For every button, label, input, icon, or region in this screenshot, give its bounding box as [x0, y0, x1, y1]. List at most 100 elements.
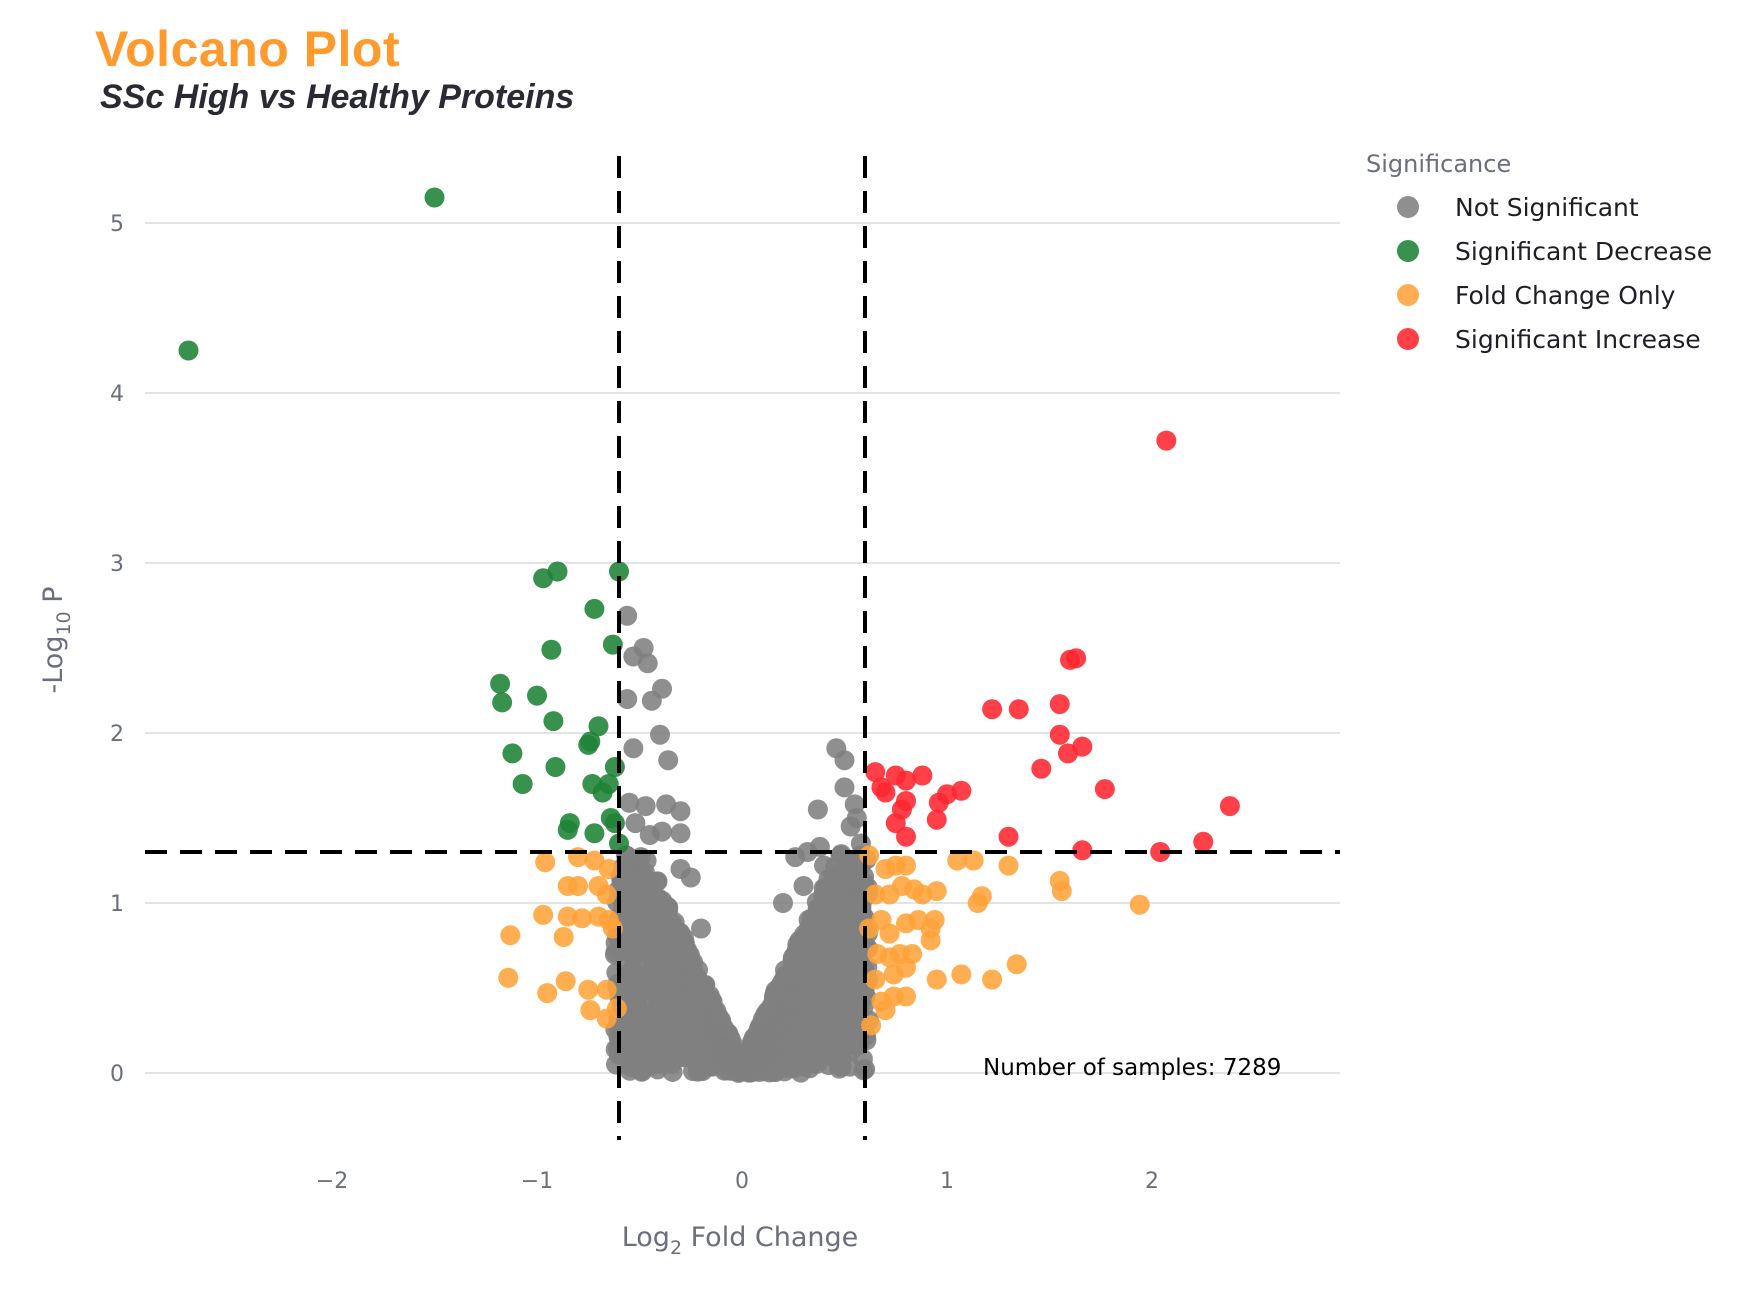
point-significant-decrease: [502, 743, 523, 764]
point-significant-increase: [982, 699, 1003, 720]
point-not-significant: [641, 1000, 662, 1021]
chart-title: Volcano Plot: [95, 21, 401, 77]
point-significant-decrease: [588, 716, 609, 737]
point-significant-increase: [1008, 699, 1029, 720]
point-fold-change-only: [498, 967, 519, 988]
data-points: [178, 187, 1240, 1083]
point-significant-decrease: [580, 731, 601, 752]
point-not-significant: [844, 1018, 865, 1039]
point-not-significant: [650, 724, 670, 745]
point-significant-increase: [1049, 694, 1070, 715]
point-not-significant: [755, 1007, 776, 1028]
point-not-significant: [623, 738, 644, 759]
point-not-significant: [822, 1032, 843, 1053]
point-fold-change-only: [879, 923, 900, 944]
point-not-significant: [666, 968, 687, 989]
legend-marker-fold-change-only: [1397, 284, 1419, 306]
point-fold-change-only: [533, 904, 554, 925]
point-significant-decrease: [178, 340, 199, 361]
point-fold-change-only: [1051, 881, 1072, 902]
point-not-significant: [774, 1048, 795, 1069]
point-significant-increase: [1193, 831, 1214, 852]
point-not-significant: [670, 823, 691, 844]
point-significant-decrease: [584, 823, 605, 844]
point-fold-change-only: [606, 998, 627, 1019]
point-significant-decrease: [604, 757, 625, 777]
point-not-significant: [646, 871, 667, 892]
x-tick-label: 1: [940, 1169, 954, 1194]
point-significant-increase: [875, 782, 896, 803]
point-fold-change-only: [920, 930, 941, 951]
point-not-significant: [633, 936, 654, 957]
point-fold-change-only: [598, 859, 619, 879]
x-tick-label: −2: [316, 1169, 348, 1194]
point-not-significant: [773, 893, 793, 913]
point-not-significant: [670, 859, 691, 879]
point-fold-change-only: [947, 850, 968, 871]
point-fold-change-only: [500, 925, 521, 946]
x-tick-label: 0: [735, 1169, 749, 1194]
point-not-significant: [638, 1032, 659, 1053]
point-not-significant: [826, 986, 847, 1007]
point-not-significant: [652, 821, 673, 842]
point-significant-increase: [951, 780, 972, 801]
point-significant-decrease: [592, 782, 613, 803]
legend-marker-not-significant: [1397, 196, 1419, 218]
y-tick-label: 1: [110, 892, 124, 917]
point-fold-change-only: [596, 884, 617, 905]
legend-marker-significant-increase: [1397, 328, 1419, 350]
point-not-significant: [625, 897, 646, 918]
point-significant-decrease: [543, 711, 564, 732]
point-significant-decrease: [557, 819, 578, 840]
point-significant-decrease: [490, 673, 511, 694]
point-fold-change-only: [555, 971, 576, 992]
point-significant-increase: [1072, 840, 1093, 861]
point-not-significant: [620, 962, 641, 983]
point-significant-increase: [1049, 724, 1070, 745]
point-not-significant: [604, 944, 625, 965]
point-not-significant: [664, 935, 685, 956]
sample-count-annotation: Number of samples: 7289: [983, 1055, 1281, 1081]
point-not-significant: [655, 907, 676, 928]
point-not-significant: [729, 1056, 750, 1077]
point-fold-change-only: [580, 1000, 601, 1021]
x-axis-label: Log2 Fold Change: [622, 1222, 859, 1259]
point-not-significant: [696, 1017, 717, 1038]
point-not-significant: [658, 750, 679, 771]
point-fold-change-only: [596, 979, 617, 1000]
point-not-significant: [720, 1029, 741, 1050]
point-not-significant: [637, 915, 658, 936]
point-fold-change-only: [859, 845, 880, 866]
point-significant-decrease: [512, 774, 533, 794]
point-fold-change-only: [568, 876, 588, 896]
point-fold-change-only: [924, 910, 945, 930]
point-fold-change-only: [861, 1015, 882, 1036]
point-not-significant: [803, 997, 824, 1018]
point-significant-increase: [1060, 649, 1080, 670]
point-not-significant: [617, 605, 638, 626]
point-fold-change-only: [537, 983, 558, 1004]
point-fold-change-only: [1129, 894, 1150, 915]
point-not-significant: [807, 799, 828, 820]
point-not-significant: [630, 869, 651, 890]
y-axis-ticks: 0 1 2 3 4 5: [110, 212, 124, 1087]
legend-label-significant-increase: Significant Increase: [1455, 325, 1701, 354]
point-not-significant: [625, 813, 646, 834]
point-not-significant: [641, 690, 662, 711]
legend-marker-significant-decrease: [1397, 240, 1419, 262]
point-significant-increase: [865, 762, 886, 783]
point-not-significant: [840, 816, 861, 837]
point-significant-increase: [912, 765, 933, 786]
point-significant-increase: [885, 813, 906, 834]
legend-label-not-significant: Not Significant: [1455, 193, 1639, 222]
x-tick-label: 2: [1145, 1169, 1159, 1194]
point-not-significant: [779, 979, 800, 1000]
point-not-significant: [809, 905, 830, 926]
point-not-significant: [658, 1051, 679, 1072]
point-not-significant: [834, 777, 855, 798]
point-fold-change-only: [896, 986, 916, 1007]
point-not-significant: [814, 855, 834, 876]
threshold-lines: [145, 156, 1340, 1140]
point-fold-change-only: [896, 957, 916, 978]
point-significant-decrease: [527, 685, 547, 706]
